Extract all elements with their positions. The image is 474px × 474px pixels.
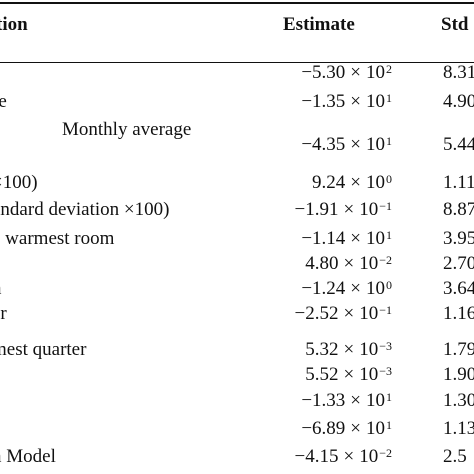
estimate-exponent: −1 (379, 303, 392, 317)
row-label: er (0, 303, 7, 324)
estimate-mantissa: −4.15 (294, 446, 339, 467)
table-top-rule (0, 2, 474, 4)
row-label: e warmest room (0, 228, 115, 249)
times-sign: × (350, 134, 361, 155)
times-sign: × (350, 418, 361, 439)
row-std: 5.44 (443, 134, 474, 155)
row-std: 4.90 (443, 91, 474, 112)
row-std: 1.30 (443, 390, 474, 411)
estimate-exponent: −3 (379, 364, 392, 378)
row-std: 2.700 (443, 253, 474, 274)
estimate-base: 10 (359, 339, 379, 360)
estimate-base: 10 (366, 418, 385, 439)
estimate-base: 10 (359, 446, 379, 467)
row-std: 8.31 (443, 62, 474, 83)
estimate-exponent: 1 (386, 134, 392, 148)
estimate-base: 10 (359, 253, 379, 274)
row-estimate: −1.91 × 10−1 (254, 199, 392, 221)
times-sign: × (343, 199, 355, 220)
times-sign: × (350, 172, 361, 193)
estimate-base: 10 (366, 278, 385, 299)
row-estimate: −1.35 × 101 (254, 91, 392, 113)
estimate-mantissa: 5.32 (305, 339, 339, 360)
estimate-mantissa: −1.91 (294, 199, 339, 220)
estimate-exponent: −2 (379, 446, 392, 460)
row-estimate: 5.52 × 10−3 (254, 364, 392, 386)
row-label: mest quarter (0, 339, 87, 360)
row-label: andard deviation ×100) (0, 199, 170, 220)
row-label: re (0, 91, 7, 112)
times-sign: × (343, 303, 355, 324)
estimate-base: 10 (366, 390, 385, 411)
row-std: 2.5 (443, 446, 467, 467)
times-sign: × (350, 62, 361, 83)
header-rule (0, 62, 474, 63)
row-estimate: −2.52 × 10−1 (254, 303, 392, 325)
estimate-exponent: 2 (386, 62, 392, 76)
row-estimate: 5.32 × 10−3 (254, 339, 392, 361)
estimate-mantissa: 4.80 (305, 253, 339, 274)
row-std: 3.95 (443, 228, 474, 249)
estimate-mantissa: −5.30 (301, 62, 346, 83)
estimate-exponent: 1 (386, 390, 392, 404)
row-estimate: −5.30 × 102 (254, 62, 392, 84)
estimate-base: 10 (366, 228, 385, 249)
times-sign: × (343, 253, 355, 274)
row-estimate: −4.15 × 10−2 (254, 446, 392, 468)
times-sign: × (343, 339, 355, 360)
estimate-mantissa: 5.52 (305, 364, 339, 385)
row-std: 1.11 (443, 172, 474, 193)
estimate-exponent: −1 (379, 199, 392, 213)
row-estimate: −1.14 × 101 (254, 228, 392, 250)
row-estimate: −6.89 × 101 (254, 418, 392, 440)
estimate-mantissa: −1.24 (301, 278, 346, 299)
times-sign: × (343, 364, 355, 385)
estimate-base: 10 (359, 303, 379, 324)
row-estimate: −1.24 × 100 (254, 278, 392, 300)
row-estimate: 9.24 × 100 (254, 172, 392, 194)
estimate-base: 10 (359, 364, 379, 385)
header-variable: tion (0, 14, 28, 35)
row-label: Monthly average (62, 119, 192, 140)
row-std: 3.64 (443, 278, 474, 299)
row-std: 1.13 (443, 418, 474, 439)
row-std: 1.90 (443, 364, 474, 385)
estimate-mantissa: −4.35 (301, 134, 346, 155)
estimate-mantissa: −1.35 (301, 91, 346, 112)
estimate-exponent: −2 (379, 253, 392, 267)
times-sign: × (350, 91, 361, 112)
estimate-base: 10 (366, 172, 385, 193)
estimate-base: 10 (366, 91, 385, 112)
estimate-base: 10 (366, 62, 385, 83)
estimate-exponent: 0 (386, 172, 392, 186)
estimate-exponent: 1 (386, 418, 392, 432)
estimate-mantissa: 9.24 (312, 172, 346, 193)
row-label: n Model (0, 446, 56, 467)
estimate-base: 10 (359, 199, 379, 220)
times-sign: × (350, 278, 361, 299)
estimate-exponent: 1 (386, 228, 392, 242)
times-sign: × (343, 446, 355, 467)
row-std: 1.79 (443, 339, 474, 360)
header-estimate: Estimate (283, 14, 355, 35)
estimate-mantissa: −6.89 (301, 418, 346, 439)
estimate-mantissa: −2.52 (294, 303, 339, 324)
row-label: n (0, 278, 2, 300)
row-estimate: 4.80 × 10−2 (254, 253, 392, 275)
estimate-base: 10 (366, 134, 385, 155)
estimate-exponent: −3 (379, 339, 392, 353)
estimate-exponent: 1 (386, 91, 392, 105)
row-estimate: −1.33 × 101 (254, 390, 392, 412)
estimate-mantissa: −1.14 (301, 228, 346, 249)
header-std: Std (441, 14, 469, 35)
row-estimate: −4.35 × 101 (254, 134, 392, 156)
row-std: 8.87 (443, 199, 474, 220)
estimate-mantissa: −1.33 (301, 390, 346, 411)
row-std: 1.16 (443, 303, 474, 324)
estimate-exponent: 0 (386, 278, 392, 292)
row-label: ×100) (0, 172, 38, 193)
times-sign: × (350, 390, 361, 411)
times-sign: × (350, 228, 361, 249)
